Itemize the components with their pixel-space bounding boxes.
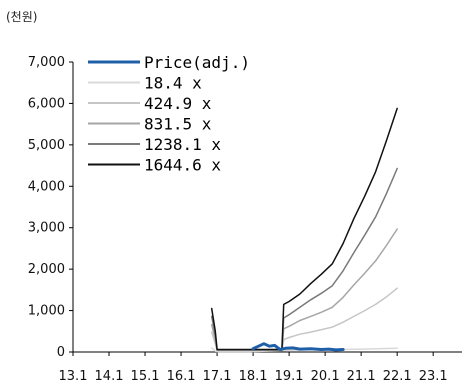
series-line-1644-6-x <box>210 107 398 351</box>
y-unit-label: (천원) <box>6 10 38 24</box>
y-tick-label: 6,000 <box>28 96 65 111</box>
legend-label-18-4-x: 18.4 x <box>144 74 202 93</box>
x-tick-label: 23.1 <box>419 369 448 384</box>
legend-label-price-adj: Price(adj.) <box>144 53 250 72</box>
x-tick-label: 18.1 <box>239 369 268 384</box>
x-tick-label: 15.1 <box>131 369 160 384</box>
y-tick-label: 7,000 <box>28 55 65 70</box>
y-tick-label: 2,000 <box>28 262 65 277</box>
y-tick-label: 4,000 <box>28 179 65 194</box>
y-tick-label: 3,000 <box>28 221 65 236</box>
x-tick-label: 16.1 <box>167 369 196 384</box>
legend-label-424-9-x: 424.9 x <box>144 94 212 113</box>
series-line-price-adj <box>251 342 345 352</box>
series-line-1238-1-x <box>210 167 398 351</box>
legend-label-1238-1-x: 1238.1 x <box>144 135 221 154</box>
legend-label-831-5-x: 831.5 x <box>144 115 212 134</box>
y-tick-label: 5,000 <box>28 138 65 153</box>
x-tick-label: 17.1 <box>203 369 232 384</box>
legend-label-1644-6-x: 1644.6 x <box>144 156 221 175</box>
x-tick-label: 21.1 <box>347 369 376 384</box>
x-tick-label: 13.1 <box>59 369 88 384</box>
y-tick-label: 0 <box>57 345 65 360</box>
x-tick-label: 20.1 <box>311 369 340 384</box>
series-line-18-4-x <box>210 347 398 353</box>
y-tick-label: 1,000 <box>28 304 65 319</box>
x-tick-label: 14.1 <box>95 369 124 384</box>
x-tick-label: 22.1 <box>383 369 412 384</box>
x-tick-label: 19.1 <box>275 369 304 384</box>
